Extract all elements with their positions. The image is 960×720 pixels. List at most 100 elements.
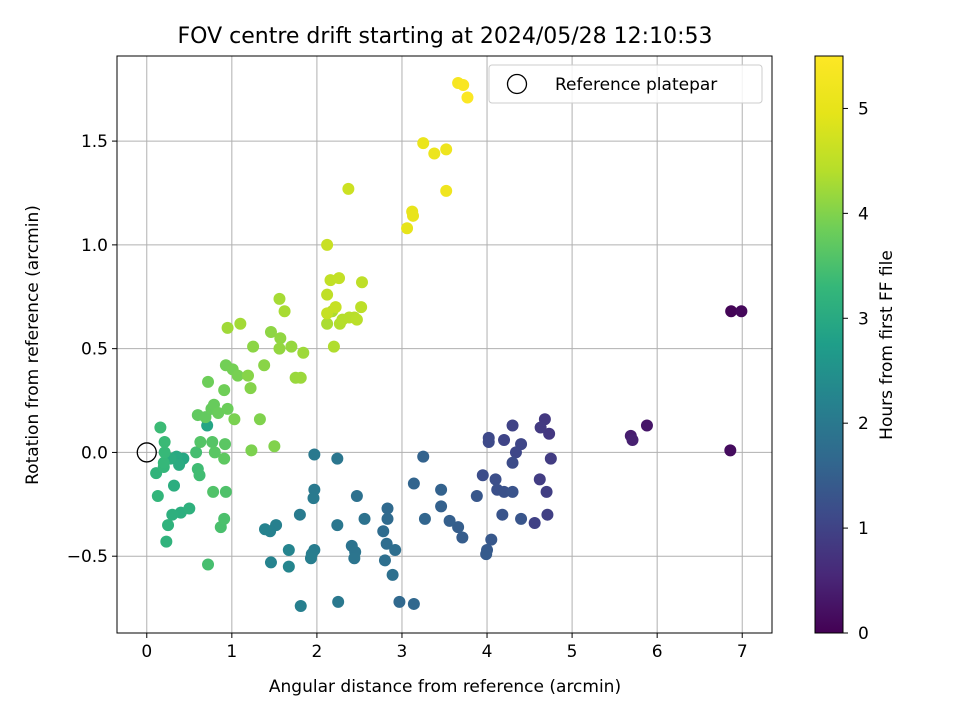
- data-point: [278, 305, 291, 318]
- data-point: [534, 421, 547, 434]
- x-tick-label: 3: [397, 642, 408, 662]
- y-tick-label: 0.5: [81, 340, 108, 360]
- data-point: [321, 307, 334, 320]
- data-point: [350, 313, 363, 326]
- data-point: [515, 512, 528, 525]
- data-point: [428, 147, 441, 160]
- data-point: [329, 301, 342, 314]
- legend: Reference platepar: [488, 64, 763, 104]
- x-axis-ticks: 0 1 2 3 4 5 6 7: [141, 633, 748, 662]
- data-point: [452, 521, 465, 534]
- data-point: [285, 340, 298, 353]
- data-point: [282, 543, 295, 556]
- data-point: [273, 342, 286, 355]
- data-point: [435, 483, 448, 496]
- data-point: [258, 359, 271, 372]
- data-point: [509, 446, 522, 459]
- data-point: [244, 382, 257, 395]
- data-point: [160, 535, 173, 548]
- y-tick-label: 1.0: [81, 236, 108, 256]
- data-point: [348, 552, 361, 565]
- data-point: [253, 413, 266, 426]
- data-point: [183, 502, 196, 515]
- data-point: [540, 485, 553, 498]
- data-point: [193, 469, 206, 482]
- data-point: [219, 485, 232, 498]
- colorbar-label: Hours from first FF file: [877, 250, 897, 440]
- colorbar-ticks: 0 1 2 3 4 5: [843, 99, 869, 644]
- y-tick-label: −0.5: [67, 547, 108, 567]
- x-tick-label: 0: [141, 642, 152, 662]
- data-point: [304, 552, 317, 565]
- data-point: [208, 446, 221, 459]
- data-point: [470, 490, 483, 503]
- data-point: [533, 473, 546, 486]
- chart-title: FOV centre drift starting at 2024/05/28 …: [178, 24, 713, 49]
- data-point: [506, 456, 519, 469]
- data-point: [234, 317, 247, 330]
- data-point: [231, 369, 244, 382]
- y-tick-label: 1.5: [81, 132, 108, 152]
- data-point: [166, 508, 179, 521]
- data-point: [355, 301, 368, 314]
- data-point: [381, 512, 394, 525]
- data-point: [461, 91, 474, 104]
- data-point: [725, 305, 738, 318]
- data-point: [498, 433, 511, 446]
- data-point: [350, 490, 363, 503]
- legend-box: [488, 64, 763, 104]
- data-point: [274, 332, 287, 345]
- data-point: [386, 568, 399, 581]
- data-point: [333, 272, 346, 285]
- data-point: [506, 419, 519, 432]
- data-point: [307, 492, 320, 505]
- data-point: [173, 458, 186, 471]
- data-point: [440, 184, 453, 197]
- data-point: [380, 537, 393, 550]
- data-point: [418, 512, 431, 525]
- data-point: [342, 182, 355, 195]
- data-points: [150, 76, 748, 613]
- data-point: [498, 485, 511, 498]
- colorbar-tick-label: 0: [858, 624, 869, 644]
- data-point: [158, 446, 171, 459]
- data-point: [206, 436, 219, 449]
- data-point: [528, 516, 541, 529]
- data-point: [358, 512, 371, 525]
- y-axis-ticks: −0.5 0.0 0.5 1.0 1.5: [67, 132, 117, 567]
- data-point: [407, 477, 420, 490]
- data-point: [541, 508, 554, 521]
- grid: [117, 56, 772, 633]
- data-point: [293, 508, 306, 521]
- data-point: [355, 276, 368, 289]
- y-axis-label: Rotation from reference (arcmin): [23, 205, 43, 485]
- colorbar-tick-label: 4: [858, 204, 869, 224]
- data-point: [245, 444, 258, 457]
- data-point: [294, 371, 307, 384]
- x-tick-label: 4: [482, 642, 493, 662]
- x-axis-label: Angular distance from reference (arcmin): [269, 677, 621, 697]
- data-point: [268, 440, 281, 453]
- data-point: [626, 433, 639, 446]
- data-point: [218, 512, 231, 525]
- data-point: [480, 548, 493, 561]
- data-point: [440, 143, 453, 156]
- x-tick-label: 5: [567, 642, 578, 662]
- data-point: [417, 137, 430, 150]
- data-point: [417, 450, 430, 463]
- plot-background: [117, 56, 772, 633]
- data-point: [218, 452, 231, 465]
- data-point: [457, 79, 470, 92]
- data-point: [735, 305, 748, 318]
- colorbar-tick-label: 2: [858, 414, 869, 434]
- data-point: [496, 508, 509, 521]
- data-point: [476, 469, 489, 482]
- data-point: [544, 452, 557, 465]
- data-point: [219, 438, 232, 451]
- data-point: [212, 406, 225, 419]
- data-point: [640, 419, 653, 432]
- data-point: [331, 519, 344, 532]
- x-tick-label: 7: [737, 642, 748, 662]
- data-point: [321, 238, 334, 251]
